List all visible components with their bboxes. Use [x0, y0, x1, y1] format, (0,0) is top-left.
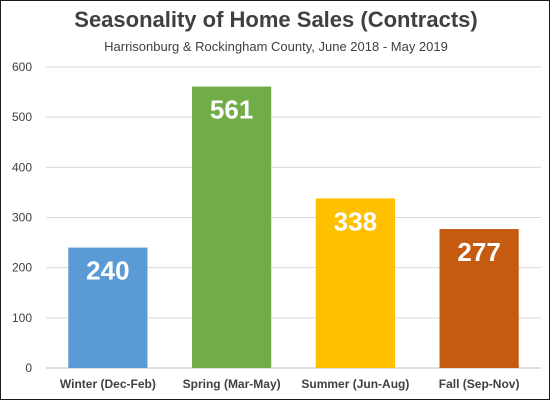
data-label: 277	[457, 237, 500, 267]
chart-title: Seasonality of Home Sales (Contracts)	[74, 7, 478, 32]
y-tick-label: 200	[12, 261, 32, 275]
data-label: 561	[210, 95, 253, 125]
y-tick-label: 300	[12, 211, 32, 225]
category-label: Summer (Jun-Aug)	[301, 377, 409, 391]
category-label: Winter (Dec-Feb)	[60, 377, 156, 391]
y-tick-label: 500	[12, 110, 32, 124]
data-label: 240	[86, 256, 129, 286]
bar	[68, 247, 148, 368]
category-label: Spring (Mar-May)	[183, 377, 281, 391]
y-tick-label: 0	[25, 361, 32, 375]
bar	[315, 198, 395, 368]
bar	[439, 229, 519, 368]
chart-subtitle: Harrisonburg & Rockingham County, June 2…	[104, 39, 448, 54]
category-label: Fall (Sep-Nov)	[439, 377, 520, 391]
y-tick-label: 600	[12, 60, 32, 74]
y-tick-label: 400	[12, 160, 32, 174]
data-label: 338	[334, 206, 377, 236]
bar	[192, 86, 272, 368]
y-tick-label: 100	[12, 311, 32, 325]
